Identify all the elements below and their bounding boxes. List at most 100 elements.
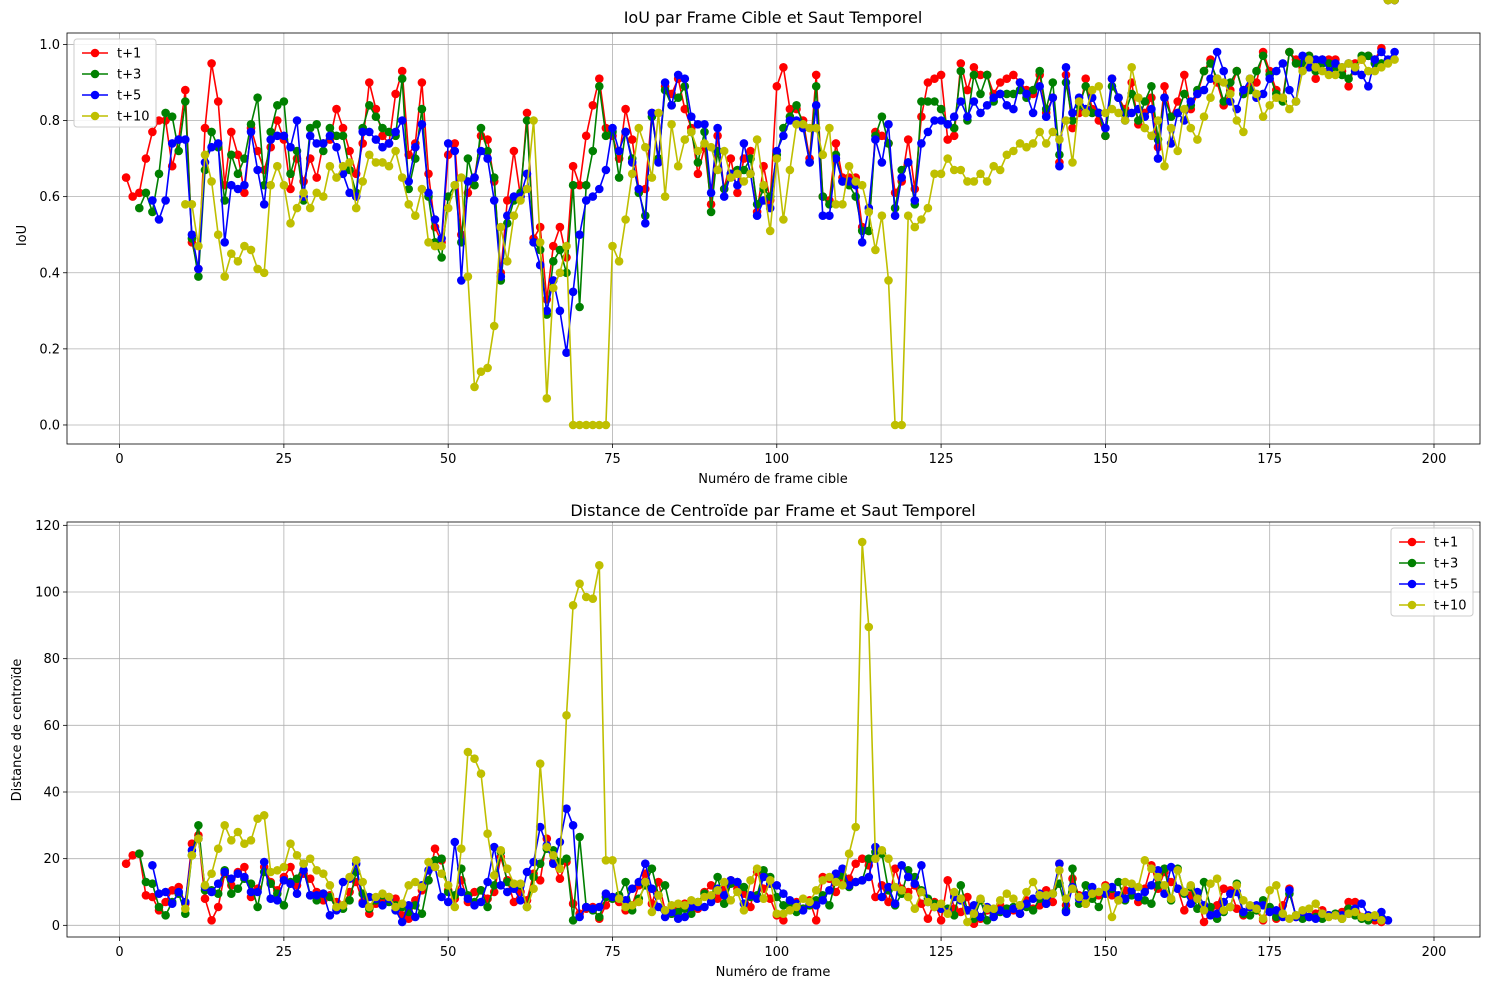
- distance-data-point: [443, 881, 453, 890]
- distance-data-point: [779, 909, 788, 918]
- distance-data-point: [246, 887, 256, 897]
- distance-data-point: [621, 902, 630, 912]
- iou-data-point: [1370, 66, 1380, 76]
- distance-data-point: [641, 877, 650, 887]
- iou-data-point: [1193, 135, 1202, 144]
- iou-data-point: [575, 420, 584, 430]
- distance-data-point: [1272, 881, 1281, 890]
- distance-data-point: [759, 872, 768, 882]
- distance-data-point: [503, 864, 512, 873]
- iou-data-point: [568, 161, 578, 171]
- iou-data-point: [1068, 158, 1077, 167]
- distance-data-point: [470, 754, 479, 763]
- distance-data-point: [1377, 907, 1386, 917]
- distance-data-point: [535, 876, 545, 885]
- distance-data-point: [279, 876, 289, 885]
- distance-x-tick-label: 0: [115, 945, 123, 960]
- distance-data-point: [995, 906, 1005, 915]
- distance-data-point: [1120, 894, 1130, 903]
- iou-data-point: [897, 420, 906, 430]
- distance-data-point: [1383, 916, 1393, 925]
- distance-data-point: [279, 862, 289, 872]
- iou-data-point: [923, 203, 933, 213]
- iou-data-point: [713, 165, 722, 175]
- iou-data-point: [365, 101, 374, 110]
- distance-data-point: [246, 836, 256, 845]
- distance-data-point: [273, 896, 282, 905]
- distance-data-point: [1094, 887, 1104, 897]
- distance-data-point: [240, 872, 249, 882]
- distance-data-point: [733, 887, 742, 897]
- distance-data-point: [963, 917, 972, 927]
- iou-data-point: [923, 97, 933, 106]
- distance-data-point: [956, 894, 966, 903]
- iou-data-point: [982, 101, 992, 110]
- iou-data-point: [437, 253, 446, 262]
- distance-data-point: [424, 876, 433, 885]
- iou-data-point: [963, 177, 972, 186]
- iou-data-point: [641, 219, 650, 228]
- iou-data-point: [1278, 93, 1288, 102]
- distance-data-point: [1127, 879, 1136, 888]
- iou-data-point: [844, 161, 854, 171]
- iou-data-point: [581, 196, 591, 205]
- distance-data-point: [470, 901, 479, 910]
- distance-data-point: [949, 911, 959, 920]
- distance-data-point: [417, 909, 427, 918]
- distance-data-point: [286, 839, 295, 848]
- distance-data-point: [884, 882, 893, 892]
- distance-data-point: [890, 864, 900, 873]
- iou-data-point: [141, 188, 151, 198]
- distance-data-point: [726, 896, 736, 905]
- distance-data-point: [792, 902, 801, 912]
- distance-data-point: [1068, 864, 1077, 873]
- distance-data-point: [233, 869, 243, 878]
- distance-data-point: [969, 909, 979, 918]
- distance-data-point: [213, 879, 223, 888]
- iou-data-point: [391, 127, 400, 137]
- iou-data-point: [470, 180, 479, 190]
- iou-data-point: [1272, 93, 1281, 102]
- distance-data-point: [568, 601, 578, 610]
- iou-data-point: [1377, 47, 1386, 57]
- iou-data-point: [890, 211, 900, 220]
- iou-data-point: [549, 283, 558, 293]
- iou-data-point: [667, 101, 676, 110]
- distance-data-point: [1324, 912, 1334, 922]
- distance-data-point: [917, 899, 926, 908]
- iou-data-point: [1134, 93, 1143, 102]
- distance-data-point: [213, 889, 223, 898]
- distance-data-point: [1147, 881, 1156, 890]
- iou-data-point: [397, 66, 407, 76]
- iou-data-point: [976, 70, 985, 80]
- iou-data-point: [1252, 66, 1261, 76]
- distance-data-point: [1370, 911, 1380, 920]
- iou-data-point: [857, 180, 867, 190]
- distance-data-point: [391, 902, 400, 912]
- distance-data-point: [371, 892, 381, 902]
- iou-data-point: [371, 135, 381, 144]
- iou-data-point: [1041, 112, 1051, 121]
- distance-data-point: [1081, 891, 1090, 900]
- iou-data-point: [246, 127, 256, 137]
- distance-data-point: [1285, 886, 1294, 895]
- iou-data-point: [194, 264, 203, 274]
- distance-data-point: [325, 911, 335, 920]
- distance-data-point: [1127, 886, 1136, 895]
- iou-data-point: [194, 272, 203, 281]
- distance-data-point: [667, 907, 676, 917]
- iou-data-point: [503, 219, 512, 228]
- iou-x-tick-label: 50: [440, 452, 457, 467]
- iou-data-point: [286, 142, 295, 152]
- distance-data-point: [936, 899, 946, 908]
- iou-data-point: [266, 127, 276, 137]
- iou-data-point: [1107, 104, 1117, 114]
- iou-data-point: [943, 120, 952, 129]
- distance-data-point: [1166, 862, 1176, 872]
- distance-data-point: [1199, 917, 1209, 927]
- distance-data-point: [706, 881, 716, 890]
- distance-data-point: [437, 892, 446, 902]
- distance-data-point: [1377, 916, 1386, 925]
- distance-data-point: [1258, 914, 1268, 923]
- distance-data-point: [588, 594, 598, 603]
